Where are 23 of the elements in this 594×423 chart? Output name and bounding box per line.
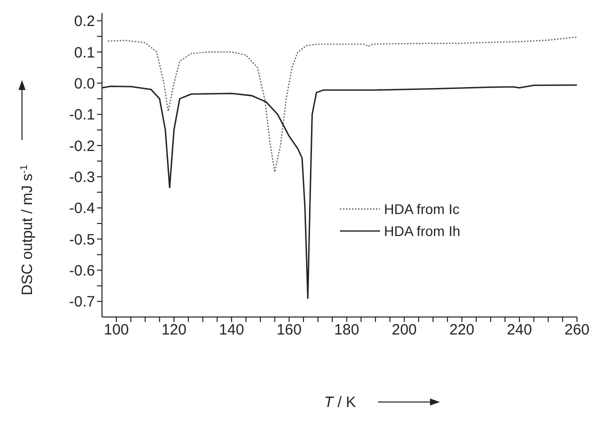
x-tick-label: 200 bbox=[392, 322, 417, 339]
x-tick-label: 180 bbox=[334, 322, 360, 339]
x-tick-label: 100 bbox=[104, 322, 129, 339]
y-tick-label: -0.2 bbox=[69, 138, 95, 155]
y-tick-label: -0.3 bbox=[69, 169, 95, 186]
y-tick-label: -0.4 bbox=[69, 200, 95, 218]
y-tick-label: -0.5 bbox=[69, 231, 95, 248]
y-tick-label: 0.2 bbox=[74, 13, 95, 30]
x-tick-label: 240 bbox=[506, 322, 532, 339]
legend-label: HDA from Ih bbox=[384, 223, 460, 239]
x-axis-title: T / K bbox=[324, 394, 356, 411]
line-series bbox=[107, 36, 577, 173]
y-tick-label: -0.7 bbox=[69, 294, 95, 311]
x-tick-label: 220 bbox=[449, 322, 474, 339]
x-tick-label: 120 bbox=[161, 322, 186, 339]
x-tick-label: 160 bbox=[276, 322, 302, 339]
legend-label: HDA from Ic bbox=[384, 201, 460, 217]
y-tick-label: 0.0 bbox=[74, 75, 95, 92]
x-tick-label: 260 bbox=[564, 322, 590, 339]
x-tick-label: 140 bbox=[219, 322, 244, 339]
y-tick-label: -0.1 bbox=[69, 106, 95, 124]
y-tick-label: -0.6 bbox=[69, 262, 95, 280]
y-tick-label: 0.1 bbox=[74, 44, 95, 62]
